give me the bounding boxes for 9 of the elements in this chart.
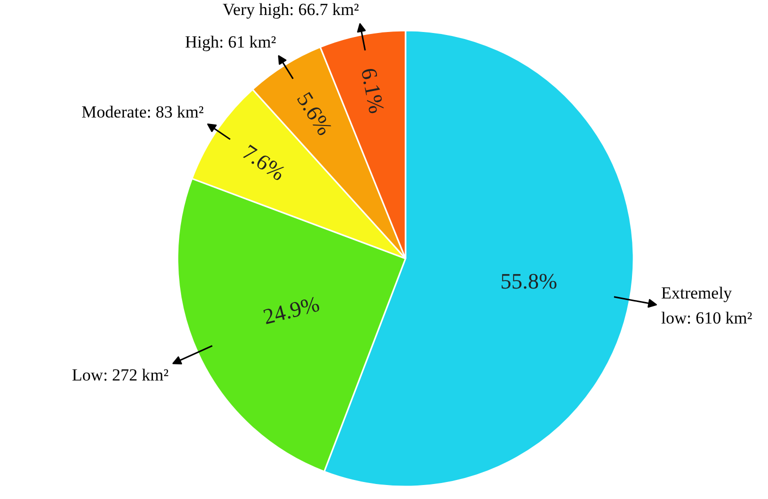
slice-label: High: 61 km²: [185, 32, 276, 52]
slice-label: Low: 272 km²: [72, 365, 169, 384]
data-label: 6.1%: [356, 66, 390, 116]
slice-label: Very high: 66.7 km²: [222, 0, 360, 20]
slice-label: Moderate: 83 km²: [82, 102, 204, 122]
data-label: 24.9%: [260, 290, 322, 330]
slice-label: Extremely low: 610 km²: [661, 284, 752, 328]
data-label: 7.6%: [238, 139, 290, 186]
data-label: 55.8%: [500, 268, 558, 294]
